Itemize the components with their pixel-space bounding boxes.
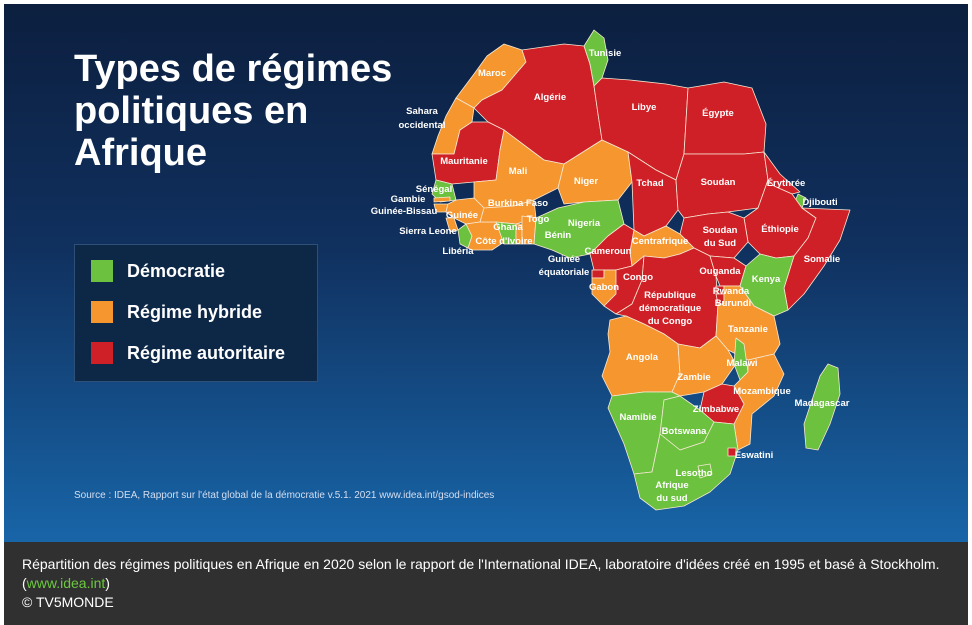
label-rwanda: Rwanda xyxy=(713,286,750,297)
legend-swatch xyxy=(91,342,113,364)
label-zambie: Zambie xyxy=(677,372,710,383)
label-senegal: Sénégal xyxy=(416,184,452,195)
idea-link[interactable]: www.idea.int xyxy=(26,575,106,591)
label-nigeria: Nigeria xyxy=(568,218,601,229)
label-sahara-occidental-2: occidental xyxy=(399,120,446,131)
label-mozambique: Mozambique xyxy=(733,386,791,397)
label-burundi: Burundi xyxy=(715,298,751,309)
label-madagascar: Madagascar xyxy=(795,398,850,409)
legend-label: Démocratie xyxy=(127,260,226,281)
label-egypte: Égypte xyxy=(702,108,734,119)
country-lesotho xyxy=(697,463,713,479)
label-kenya: Kenya xyxy=(752,274,781,285)
label-maroc: Maroc xyxy=(478,68,506,79)
legend-item-regime-hybride: Régime hybride xyxy=(91,300,262,324)
map-title-line: politiques en xyxy=(74,90,309,132)
label-angola: Angola xyxy=(626,352,659,363)
label-soudan-du-sud-1: Soudan xyxy=(703,225,738,236)
legend-item-democratie: Démocratie xyxy=(91,259,225,283)
label-mali: Mali xyxy=(509,166,527,177)
label-guinee-equatoriale-2: équatoriale xyxy=(539,267,590,278)
label-afrique-du-sud-1: Afrique xyxy=(655,480,688,491)
map-title-line: Afrique xyxy=(74,132,207,174)
label-libye: Libye xyxy=(632,102,657,113)
africa-map: Tunisie Maroc Algérie Libye Égypte Sahar… xyxy=(371,29,851,511)
label-lesotho: Lesotho xyxy=(676,468,713,479)
label-soudan: Soudan xyxy=(701,177,736,188)
label-liberia: Libéria xyxy=(442,246,474,257)
legend-item-regime-autoritaire: Régime autoritaire xyxy=(91,341,285,365)
label-burkina-faso: Burkina Faso xyxy=(488,198,548,209)
label-guinee: Guinée xyxy=(446,210,478,221)
label-afrique-du-sud-2: du sud xyxy=(656,493,687,504)
legend-swatch xyxy=(91,260,113,282)
country-afrique-du-sud xyxy=(633,421,739,511)
legend: Démocratie Régime hybride Régime autorit… xyxy=(74,244,318,382)
label-sahara-occidental-1: Sahara xyxy=(406,106,438,117)
credit: © TV5MONDE xyxy=(22,594,114,610)
label-guinee-equatoriale-1: Guinée xyxy=(548,254,580,265)
label-malawi: Malawi xyxy=(726,358,757,369)
label-somalie: Somalie xyxy=(804,254,840,265)
country-guinee-equatoriale xyxy=(591,269,605,279)
caption-text-start: Répartition des régimes politiques en Af… xyxy=(22,556,940,591)
map-title-line: Types de régimes xyxy=(74,48,393,90)
country-gambie xyxy=(433,196,451,203)
label-tanzanie: Tanzanie xyxy=(728,324,768,335)
label-sierra-leone: Sierra Leone xyxy=(399,226,457,237)
label-gambie: Gambie xyxy=(391,194,426,205)
map-title: Types de régimes politiques en Afrique xyxy=(74,48,434,174)
label-rdc-1: République xyxy=(644,290,696,301)
legend-label: Régime autoritaire xyxy=(127,342,286,363)
label-congo: Congo xyxy=(623,272,653,283)
label-soudan-du-sud-2: du Sud xyxy=(704,238,736,249)
label-niger: Niger xyxy=(574,176,599,187)
label-gabon: Gabon xyxy=(589,282,619,293)
label-ouganda: Ouganda xyxy=(699,266,741,277)
label-ethiopie: Éthiopie xyxy=(761,224,798,235)
label-algerie: Algérie xyxy=(534,92,566,103)
label-togo: Togo xyxy=(527,214,550,225)
country-tunisie xyxy=(583,29,609,87)
country-eswatini xyxy=(727,447,737,457)
label-rdc-3: du Congo xyxy=(648,316,693,327)
label-djibouti: Djibouti xyxy=(802,197,837,208)
map-panel: Tunisie Maroc Algérie Libye Égypte Sahar… xyxy=(4,4,968,542)
label-mauritanie: Mauritanie xyxy=(440,156,488,167)
label-rdc-2: démocratique xyxy=(639,303,701,314)
caption-text-end: ) xyxy=(105,575,110,591)
caption-bar: Répartition des régimes politiques en Af… xyxy=(4,542,968,625)
legend-label: Régime hybride xyxy=(127,301,263,322)
label-cameroun: Cameroun xyxy=(585,246,632,257)
legend-swatch xyxy=(91,301,113,323)
label-tchad: Tchad xyxy=(636,178,663,189)
label-eswatini: Eswatini xyxy=(735,450,774,461)
label-namibie: Namibie xyxy=(620,412,657,423)
label-benin: Bénin xyxy=(545,230,572,241)
label-tunisie: Tunisie xyxy=(589,48,622,59)
label-cote-divoire: Côte d'Ivoire xyxy=(475,236,532,247)
label-ghana: Ghana xyxy=(493,222,523,233)
label-botswana: Botswana xyxy=(662,426,708,437)
source-note: Source : IDEA, Rapport sur l'état global… xyxy=(74,490,495,501)
label-guinee-bissau: Guinée-Bissau xyxy=(371,206,438,217)
country-madagascar xyxy=(803,363,841,451)
label-centrafrique: Centrafrique xyxy=(632,236,688,247)
label-zimbabwe: Zimbabwe xyxy=(693,404,739,415)
label-erythree: Érythrée xyxy=(767,178,806,189)
caption-text: Répartition des régimes politiques en Af… xyxy=(22,555,952,593)
